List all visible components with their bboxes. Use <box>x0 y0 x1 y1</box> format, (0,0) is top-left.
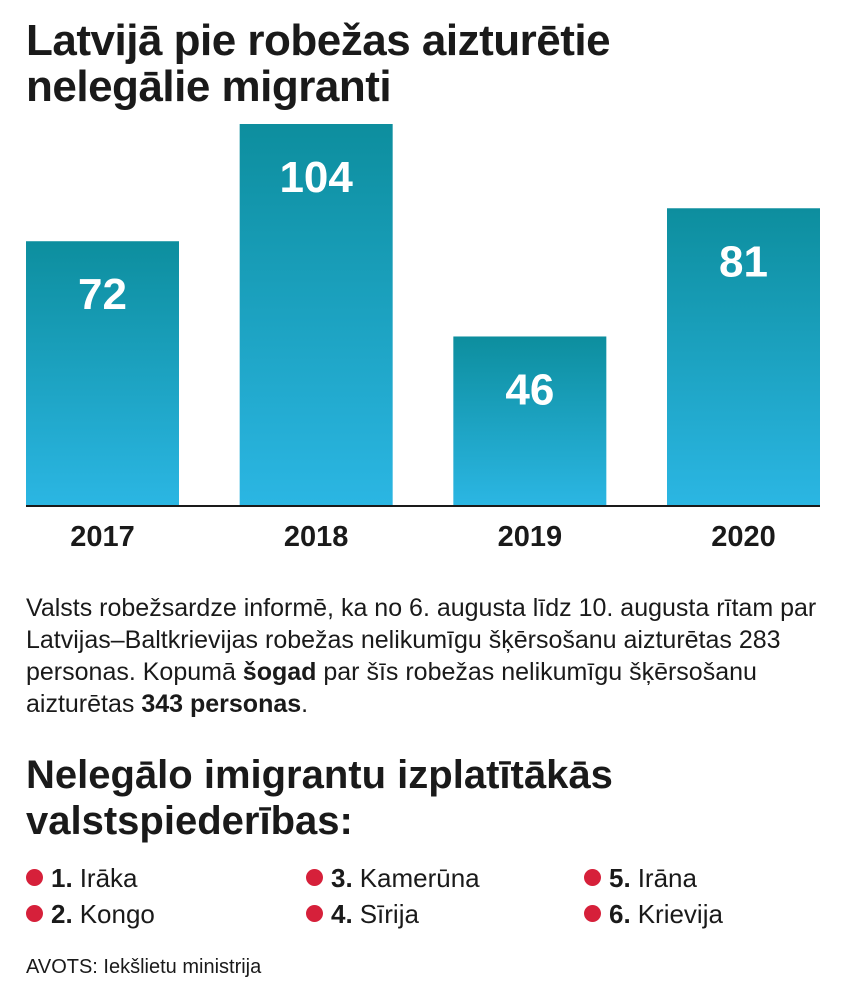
nationality-item-2: 2. Kongo <box>26 896 155 932</box>
nationality-rank: 4. <box>331 899 353 929</box>
chart-title-line-2: nelegālie migranti <box>26 62 392 111</box>
info-bold-1: šogad <box>242 658 317 686</box>
nationality-rank: 1. <box>51 863 73 893</box>
bullet-dot-icon <box>584 869 601 886</box>
nationality-item-5: 5. Irāna <box>584 860 697 896</box>
nationality-name: Kongo <box>79 899 155 929</box>
bar-2020 <box>667 208 820 505</box>
bar-value-label-2017: 72 <box>78 270 127 319</box>
nationality-name: Irāna <box>637 863 697 893</box>
nationalities-heading-line-2: valstspiederības: <box>26 799 353 843</box>
nationalities-heading: Nelegālo imigrantu izplatītākās valstspi… <box>26 752 826 844</box>
bar-2018 <box>239 124 393 505</box>
bullet-dot-icon <box>306 869 323 886</box>
source-note: AVOTS: Iekšlietu ministrija <box>26 956 262 978</box>
info-paragraph: Valsts robežsardze informē, ka no 6. aug… <box>26 592 826 720</box>
bar-2017 <box>26 241 179 505</box>
nationality-rank: 2. <box>51 899 73 929</box>
nationality-name: Sīrija <box>359 899 419 929</box>
bar-value-label-2019: 46 <box>505 365 554 414</box>
bar-chart: 72 2017 104 2018 46 2019 81 2020 <box>26 124 820 553</box>
nationality-rank: 6. <box>609 899 631 929</box>
info-bold-2: 343 personas <box>141 690 302 718</box>
nationality-item-6: 6. Krievija <box>584 896 723 932</box>
bullet-dot-icon <box>26 905 43 922</box>
x-tick-label-2017: 2017 <box>70 521 135 553</box>
chart-title: Latvijā pie robežas aizturētie nelegālie… <box>26 18 826 110</box>
nationalities-heading-line-1: Nelegālo imigrantu izplatītākās <box>26 753 613 797</box>
nationality-item-3: 3. Kamerūna <box>306 860 480 896</box>
nationality-name: Kamerūna <box>359 863 480 893</box>
bullet-dot-icon <box>26 869 43 886</box>
bar-2019 <box>453 336 607 505</box>
chart-title-line-1: Latvijā pie robežas aizturētie <box>26 16 611 65</box>
nationality-name: Irāka <box>79 863 138 893</box>
bar-value-label-2020: 81 <box>719 237 768 286</box>
info-text-3: . <box>301 690 309 718</box>
x-tick-label-2018: 2018 <box>284 521 349 553</box>
x-tick-label-2019: 2019 <box>498 521 563 553</box>
nationality-item-4: 4. Sīrija <box>306 896 419 932</box>
bullet-dot-icon <box>584 905 601 922</box>
bar-value-label-2018: 104 <box>279 153 353 202</box>
x-tick-label-2020: 2020 <box>711 521 776 553</box>
nationality-name: Krievija <box>637 899 723 929</box>
info-text-2: par šīs robežas nelikumīgu šķērsošanu ai… <box>26 658 757 718</box>
nationalities-list: 1. Irāka 2. Kongo 3. Kamerūna 4. Sīrija 5. Ir… <box>26 860 826 940</box>
info-text-1: Valsts robežsardze informē, ka no 6. aug… <box>26 594 817 686</box>
nationality-rank: 5. <box>609 863 631 893</box>
bullet-dot-icon <box>306 905 323 922</box>
nationality-rank: 3. <box>331 863 353 893</box>
nationality-item-1: 1. Irāka <box>26 860 138 896</box>
